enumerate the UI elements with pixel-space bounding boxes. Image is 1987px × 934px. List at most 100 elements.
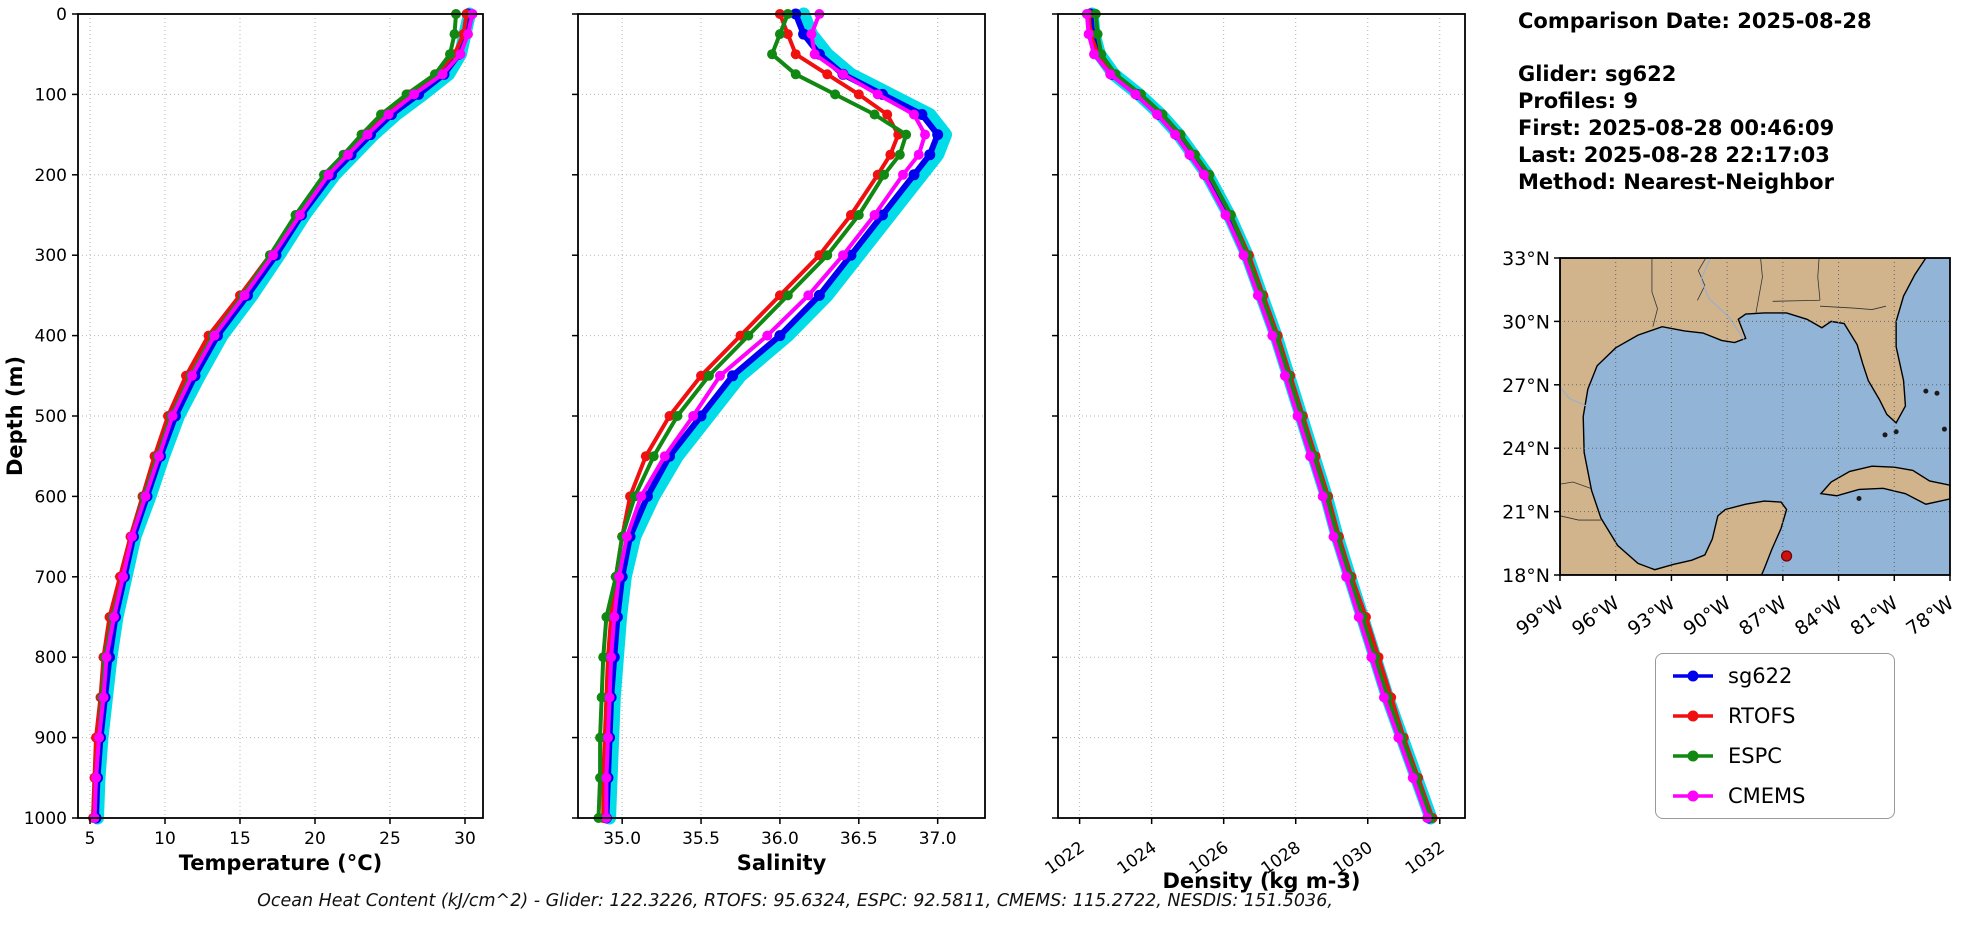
series-RTOFS-marker xyxy=(735,330,746,341)
x-tick-label: 20 xyxy=(304,829,326,849)
series-CMEMS-marker xyxy=(838,69,849,80)
lat-tick-label: 18°N xyxy=(1502,565,1550,587)
series-ESPC-marker xyxy=(790,69,801,80)
lon-tick-label: 96°W xyxy=(1568,592,1624,640)
lat-tick-label: 33°N xyxy=(1502,248,1550,270)
series-RTOFS-marker xyxy=(664,411,675,421)
info-spacer xyxy=(1518,35,1872,61)
series-CMEMS-marker xyxy=(688,411,699,421)
legend-item-ESPC[interactable]: ESPC xyxy=(1670,744,1880,768)
series-CMEMS-marker xyxy=(1328,531,1339,542)
series-ESPC-marker xyxy=(1096,49,1107,60)
lat-tick-label: 30°N xyxy=(1502,311,1550,333)
y-tick-label: 300 xyxy=(35,246,67,266)
series-ESPC-marker xyxy=(782,290,793,301)
y-tick-label: 600 xyxy=(35,487,67,507)
series-sg622-marker xyxy=(695,410,707,422)
y-tick-label: 200 xyxy=(35,166,67,186)
legend-label: CMEMS xyxy=(1728,784,1806,808)
state-border xyxy=(1772,299,1821,302)
series-ESPC-marker xyxy=(598,652,609,663)
series-ESPC-marker xyxy=(901,129,912,140)
lon-tick-label: 81°W xyxy=(1847,592,1903,640)
series-RTOFS-marker xyxy=(640,451,651,462)
island xyxy=(1893,429,1899,435)
series-CMEMS-marker xyxy=(1378,692,1389,703)
series-CMEMS-marker xyxy=(362,129,373,140)
last-profile-time: Last: 2025-08-28 22:17:03 xyxy=(1518,143,1830,167)
series-CMEMS-marker xyxy=(383,109,394,120)
series-sg622-marker xyxy=(727,370,739,382)
series-RTOFS-marker xyxy=(822,69,833,80)
series-CMEMS-marker xyxy=(437,69,448,80)
series-ESPC-marker xyxy=(743,330,754,341)
series-RTOFS-marker xyxy=(696,370,707,381)
series-sg622-marker xyxy=(774,330,786,342)
x-tick-label: 30 xyxy=(454,829,476,849)
series-CMEMS-marker xyxy=(1305,451,1316,462)
legend-item-RTOFS[interactable]: RTOFS xyxy=(1670,704,1880,728)
y-tick-label: 500 xyxy=(35,407,67,427)
series-CMEMS-marker xyxy=(872,89,883,100)
x-tick-label: 1022 xyxy=(1042,838,1089,879)
series-sg622-marker xyxy=(876,209,888,221)
legend-swatch-RTOFS xyxy=(1673,710,1713,722)
legend-label: RTOFS xyxy=(1728,704,1796,728)
series-CMEMS-marker xyxy=(606,652,617,663)
state-border xyxy=(1560,515,1601,521)
first-profile-time: First: 2025-08-28 00:46:09 xyxy=(1518,116,1835,140)
series-CMEMS-marker xyxy=(909,109,920,120)
series-CMEMS-marker xyxy=(1292,411,1303,421)
x-tick-label: 1032 xyxy=(1402,838,1449,879)
series-CMEMS-marker xyxy=(809,49,820,60)
series-CMEMS-marker xyxy=(714,370,725,381)
state-border xyxy=(1560,481,1591,489)
series-CMEMS-marker xyxy=(636,491,647,502)
series-RTOFS-marker xyxy=(814,250,825,261)
lat-tick-label: 21°N xyxy=(1502,502,1550,524)
x-tick-label: 1024 xyxy=(1114,838,1161,879)
series-ESPC-marker xyxy=(879,169,890,180)
series-CMEMS-marker xyxy=(869,210,880,220)
series-sg622-marker xyxy=(845,249,857,261)
comparison-method: Method: Nearest-Neighbor xyxy=(1518,170,1834,194)
series-ESPC-marker xyxy=(672,411,683,421)
state-border xyxy=(1755,258,1763,314)
series-ESPC-marker xyxy=(703,370,714,381)
xlabel-density: Density (kg m-3) xyxy=(1162,869,1360,893)
comparison-date: Comparison Date: 2025-08-28 xyxy=(1518,9,1872,33)
x-tick-label: 25 xyxy=(379,829,401,849)
legend-item-CMEMS[interactable]: CMEMS xyxy=(1670,784,1880,808)
series-CMEMS-marker xyxy=(239,290,250,301)
y-tick-label: 100 xyxy=(35,85,67,105)
island xyxy=(1941,426,1947,432)
series-CMEMS-marker xyxy=(601,772,612,783)
island xyxy=(1934,390,1940,396)
legend-item-sg622[interactable]: sg622 xyxy=(1670,664,1880,688)
island xyxy=(1882,432,1888,438)
series-CMEMS-marker xyxy=(343,149,353,160)
y-tick-label: 700 xyxy=(35,568,67,588)
legend-swatch-ESPC xyxy=(1673,750,1713,762)
series-ESPC-marker xyxy=(869,109,880,120)
series-CMEMS-marker xyxy=(920,129,931,140)
series-CMEMS-marker xyxy=(1152,109,1163,120)
series-CMEMS-marker xyxy=(1184,149,1195,160)
lat-tick-label: 27°N xyxy=(1502,375,1550,397)
xlabel-salinity: Salinity xyxy=(737,851,827,875)
land-polygon xyxy=(1819,465,1950,505)
series-RTOFS-marker xyxy=(845,210,856,220)
series-CMEMS-marker xyxy=(838,250,849,261)
glider-position-marker xyxy=(1780,550,1793,562)
panel-salinity: 35.0 35.5 36.0 36.5 37.0 Salinity xyxy=(572,7,986,875)
series-sg622-marker xyxy=(916,109,928,120)
x-tick-label: 35.0 xyxy=(603,829,641,849)
series-CMEMS-marker xyxy=(463,29,473,40)
x-tick-label: 10 xyxy=(154,829,176,849)
series-sg622-marker xyxy=(932,129,944,141)
series-RTOFS-marker xyxy=(790,49,801,60)
series-ESPC-marker xyxy=(822,250,833,261)
series-CMEMS-marker xyxy=(604,692,615,703)
